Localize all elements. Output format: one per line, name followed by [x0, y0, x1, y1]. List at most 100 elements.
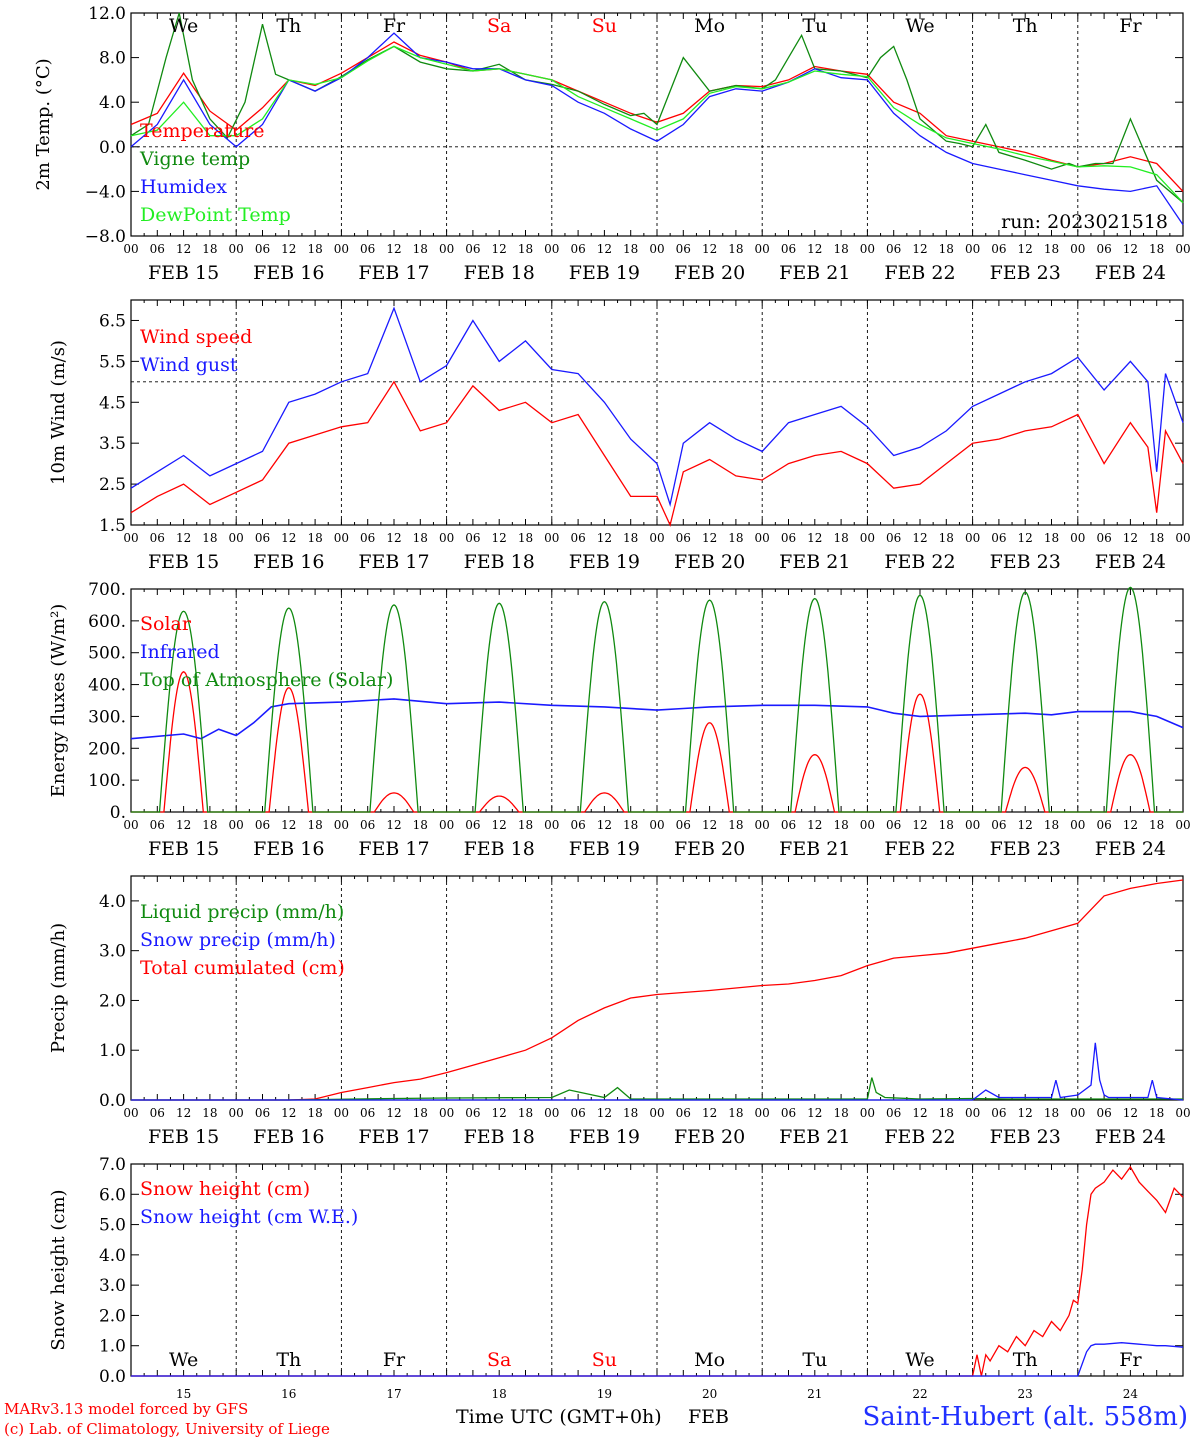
hour-label: 18	[413, 531, 428, 545]
day-number-label: 17	[386, 1387, 401, 1401]
hour-label: 18	[1149, 531, 1164, 545]
weekday-label: Su	[592, 15, 617, 37]
hour-label: 18	[307, 1106, 322, 1120]
panel-5: 7.0 6.0 5.0 4.0 3.0 2.0 1.0 0.0 Snow height (cm)…	[48, 1155, 1184, 1387]
legend-entry: Liquid precip (mm/h)	[140, 901, 344, 923]
hour-label: 18	[939, 531, 954, 545]
date-label: FEB 24	[1095, 262, 1166, 284]
hour-label: 00	[439, 1106, 454, 1120]
series-snow-height-cm-w-e	[131, 1342, 1184, 1377]
legend-entry: Solar	[140, 613, 192, 635]
y-tick-label: 8.0	[99, 49, 126, 69]
day-number-label: 21	[807, 1387, 822, 1401]
weekday-label-bottom: Fr	[1119, 1349, 1142, 1371]
hour-label: 00	[649, 531, 664, 545]
hour-label: 00	[334, 531, 349, 545]
series-total-cumulated-cm	[131, 879, 1184, 1101]
series-temperature	[130, 41, 1184, 192]
credit-note: (c) Lab. of Climatology, University of L…	[4, 1420, 330, 1438]
panel-3: 700. 600. 500. 400. 300. 200. 100. 0. Energy flu…	[48, 580, 1191, 860]
hour-label: 12	[807, 242, 822, 256]
y-axis-label: 2m Temp. (°C)	[33, 58, 54, 190]
hour-label: 06	[150, 531, 165, 545]
day-number-label: 15	[176, 1387, 191, 1401]
hour-label: 00	[860, 531, 875, 545]
date-label: FEB 15	[148, 838, 219, 860]
hour-label: 06	[570, 818, 585, 832]
hour-label: 06	[886, 531, 901, 545]
hour-label: 12	[1018, 242, 1033, 256]
hour-label: 12	[1123, 818, 1138, 832]
hour-label: 18	[1044, 531, 1059, 545]
hour-label: 00	[965, 242, 980, 256]
hour-label: 00	[1070, 242, 1085, 256]
hour-label: 06	[570, 531, 585, 545]
hour-label: 12	[176, 242, 191, 256]
weekday-label-bottom: Tu	[802, 1349, 827, 1371]
hour-label: 12	[597, 1106, 612, 1120]
y-tick-label: 4.0	[99, 93, 126, 113]
y-tick-label: 500.	[88, 644, 126, 664]
y-tick-label: 200.	[88, 739, 126, 759]
hour-label: 00	[755, 242, 770, 256]
hour-label: 12	[912, 1106, 927, 1120]
hour-label: 00	[123, 242, 138, 256]
hour-label: 18	[833, 242, 848, 256]
hour-label: 18	[1149, 242, 1164, 256]
hour-label: 00	[1175, 242, 1190, 256]
hour-label: 12	[176, 818, 191, 832]
y-tick-label: 0.0	[99, 1091, 126, 1111]
series-humidex	[130, 32, 1184, 226]
hour-label: 12	[597, 818, 612, 832]
panel-4: 4.0 3.0 2.0 1.0 0.0 Precip (mm/h) 00 06 12 18 FEB …	[48, 875, 1191, 1148]
hour-label: 06	[1096, 242, 1111, 256]
date-label: FEB 23	[990, 551, 1061, 573]
hour-label: 18	[413, 818, 428, 832]
date-label: FEB 22	[884, 838, 955, 860]
y-tick-label: −4.0	[85, 182, 126, 202]
hour-label: 06	[360, 1106, 375, 1120]
hour-label: 06	[465, 242, 480, 256]
weekday-label-bottom: Su	[592, 1349, 617, 1371]
y-axis-label: 10m Wind (m/s)	[48, 340, 69, 485]
hour-label: 00	[1175, 531, 1190, 545]
date-label: FEB 24	[1095, 1126, 1166, 1148]
hour-label: 18	[202, 242, 217, 256]
hour-label: 12	[386, 1106, 401, 1120]
date-label: FEB 21	[779, 262, 850, 284]
weekday-label: Th	[276, 15, 301, 37]
weekday-label-bottom: Th	[1013, 1349, 1038, 1371]
hour-label: 18	[623, 818, 638, 832]
y-axis-label: Precip (mm/h)	[48, 923, 69, 1053]
hour-label: 18	[728, 242, 743, 256]
weekday-label: We	[905, 15, 934, 37]
legend-entry: Snow precip (mm/h)	[140, 929, 336, 951]
hour-label: 06	[676, 242, 691, 256]
hour-label: 12	[597, 242, 612, 256]
hour-label: 12	[702, 531, 717, 545]
hour-label: 00	[229, 242, 244, 256]
hour-label: 06	[255, 818, 270, 832]
y-tick-label: 6.0	[99, 1185, 126, 1205]
hour-label: 06	[1096, 818, 1111, 832]
hour-label: 18	[1044, 1106, 1059, 1120]
hour-label: 00	[334, 242, 349, 256]
hour-label: 06	[781, 242, 796, 256]
y-tick-label: 12.0	[88, 4, 126, 24]
date-label: FEB 21	[779, 551, 850, 573]
weekday-label: Fr	[383, 15, 406, 37]
hour-label: 12	[1018, 1106, 1033, 1120]
legend-entry: Snow height (cm)	[140, 1178, 310, 1200]
hour-label: 00	[1070, 818, 1085, 832]
panel-1: 12.0 8.0 4.0 0.0 −4.0 −8.0 2m Temp. (°C) 00 06 12…	[33, 4, 1191, 284]
hour-label: 06	[676, 1106, 691, 1120]
y-tick-label: 1.0	[99, 1041, 126, 1061]
hour-label: 12	[1123, 1106, 1138, 1120]
hour-label: 12	[912, 242, 927, 256]
hour-label: 00	[860, 1106, 875, 1120]
hour-label: 18	[518, 242, 533, 256]
hour-label: 06	[781, 818, 796, 832]
series-wind-gust	[130, 306, 1184, 508]
y-tick-label: 0.	[110, 803, 126, 823]
